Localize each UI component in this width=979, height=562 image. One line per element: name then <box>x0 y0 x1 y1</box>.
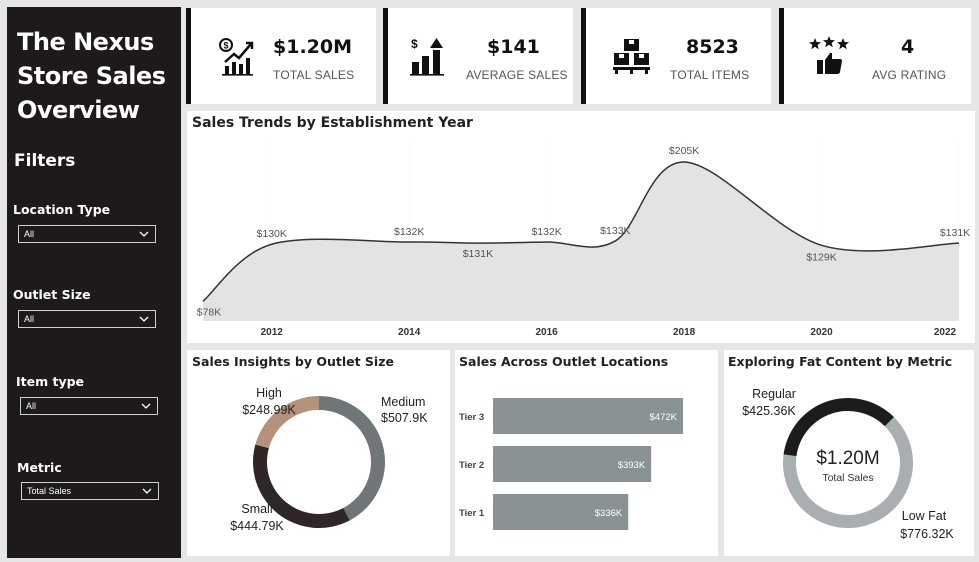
fat-value-label: $776.32K <box>900 527 954 541</box>
average-sales-label: AVERAGE SALES <box>466 68 568 82</box>
outlet-size-title: Sales Insights by Outlet Size <box>192 354 394 369</box>
sales-trend-title: Sales Trends by Establishment Year <box>192 115 473 131</box>
item-type-value: All <box>26 401 37 411</box>
outlet-size-donut: Medium $507.9K Small $444.79K High $248.99K <box>230 386 428 533</box>
outlet-size-value: All <box>24 314 35 324</box>
trend-line <box>202 161 960 302</box>
donut-slice <box>783 398 894 457</box>
sales-chart-icon: $ <box>219 38 254 76</box>
average-sales-icon: $ <box>410 37 444 76</box>
trend-x-tick: 2020 <box>810 327 833 338</box>
kpi-average-sales: $ $141 AVERAGE SALES <box>383 8 573 104</box>
svg-text:$: $ <box>223 41 228 51</box>
outlet-size-category-label: Medium <box>381 395 425 409</box>
svg-text:$: $ <box>411 37 418 51</box>
kpi-avg-rating: 4 AVG RATING <box>779 8 971 104</box>
avg-rating-value: 4 <box>901 36 915 58</box>
metric-value: Total Sales <box>27 486 72 496</box>
outlet-location-bar <box>493 494 629 530</box>
bar-category-label: Tier 1 <box>459 508 485 519</box>
total-sales-label: TOTAL SALES <box>273 68 355 82</box>
donut-slice <box>255 396 319 449</box>
kpi-total-sales: $ $1.20M TOTAL SALES <box>186 8 376 104</box>
chevron-down-icon <box>139 231 149 237</box>
donut-slice <box>783 417 913 528</box>
average-sales-value: $141 <box>487 36 540 58</box>
bar-value-label: $336K <box>595 508 623 519</box>
trend-data-label: $132K <box>531 226 561 238</box>
outlet-location-bar <box>493 398 683 434</box>
trend-area <box>203 161 959 321</box>
metric-dropdown[interactable]: Total Sales <box>21 482 159 500</box>
bar-category-label: Tier 3 <box>459 412 484 423</box>
location-type-label: Location Type <box>13 202 111 217</box>
bar-value-label: $472K <box>650 412 678 423</box>
bar-category-label: Tier 2 <box>459 460 484 471</box>
outlet-location-title: Sales Across Outlet Locations <box>459 354 669 369</box>
fat-value-label: $425.36K <box>742 404 796 418</box>
boxes-icon <box>613 39 650 74</box>
fat-category-label: Low Fat <box>902 509 947 523</box>
donut-slice <box>253 444 350 528</box>
outlet-size-card: Sales Insights by Outlet Size Medium $507… <box>187 350 450 556</box>
total-items-value: 8523 <box>686 36 739 58</box>
fat-content-card: Exploring Fat Content by Metric $1.20M To… <box>724 350 974 556</box>
fat-center-value: $1.20M <box>816 448 879 469</box>
outlet-size-value-label: $444.79K <box>230 519 284 533</box>
location-type-dropdown[interactable]: All <box>18 225 156 243</box>
outlet-size-label: Outlet Size <box>13 287 91 302</box>
fat-center-label: Total Sales <box>822 472 873 484</box>
filters-heading: Filters <box>14 151 76 171</box>
trend-data-label: $129K <box>806 251 836 263</box>
avg-rating-label: AVG RATING <box>872 68 947 82</box>
outlet-size-dropdown[interactable]: All <box>18 310 156 328</box>
trend-data-label: $78K <box>197 306 222 318</box>
trend-x-tick: 2012 <box>261 327 284 338</box>
chevron-down-icon <box>139 316 149 322</box>
chevron-down-icon <box>142 488 152 494</box>
outlet-size-value-label: $507.9K <box>381 411 428 425</box>
fat-content-donut: $1.20M Total Sales Low Fat $776.32K Regular $… <box>742 387 954 541</box>
fat-category-label: Regular <box>752 387 796 401</box>
outlet-size-value-label: $248.99K <box>242 403 296 417</box>
trend-data-label: $205K <box>669 145 699 157</box>
outlet-location-bar <box>493 446 652 482</box>
trend-data-label: $131K <box>463 248 493 260</box>
sales-trend-card: Sales Trends by Establishment Year $78K $… <box>187 111 975 343</box>
chevron-down-icon <box>141 403 151 409</box>
bar-value-label: $393K <box>618 460 646 471</box>
trend-data-label: $131K <box>940 227 970 239</box>
sales-trend-chart: $78K $130K $132K $131K $132K $133K $205K $129K $… <box>197 141 970 338</box>
trend-data-label: $133K <box>600 225 630 237</box>
trend-x-tick: 2018 <box>673 327 696 338</box>
trend-x-tick: 2022 <box>934 327 957 338</box>
rating-thumbs-up-icon <box>809 36 849 74</box>
donut-slice <box>319 396 385 521</box>
trend-x-tick: 2016 <box>536 327 559 338</box>
trend-data-label: $132K <box>394 226 424 238</box>
outlet-location-card: Sales Across Outlet Locations Tier 3 $472… <box>455 350 718 556</box>
title-line-3: Overview <box>17 96 140 124</box>
kpi-total-items: 8523 TOTAL ITEMS <box>581 8 771 104</box>
item-type-label: Item type <box>16 374 85 389</box>
item-type-dropdown[interactable]: All <box>20 397 158 415</box>
outlet-location-bars: Tier 3 $472K Tier 2 $393K Tier 1 $336K <box>459 398 683 530</box>
outlet-size-category-label: High <box>256 386 282 400</box>
outlet-size-category-label: Small <box>241 502 272 516</box>
fat-content-title: Exploring Fat Content by Metric <box>728 354 953 369</box>
trend-data-label: $130K <box>257 228 287 240</box>
location-type-value: All <box>24 229 35 239</box>
metric-label: Metric <box>17 460 62 475</box>
title-line-1: The Nexus <box>17 28 154 56</box>
total-items-label: TOTAL ITEMS <box>670 68 750 82</box>
trend-x-tick: 2014 <box>398 327 421 338</box>
dashboard-title: The Nexus Store Sales Overview <box>17 25 166 127</box>
total-sales-value: $1.20M <box>273 36 353 58</box>
title-line-2: Store Sales <box>17 62 166 90</box>
filters-sidebar: The Nexus Store Sales Overview Filters L… <box>7 7 181 558</box>
